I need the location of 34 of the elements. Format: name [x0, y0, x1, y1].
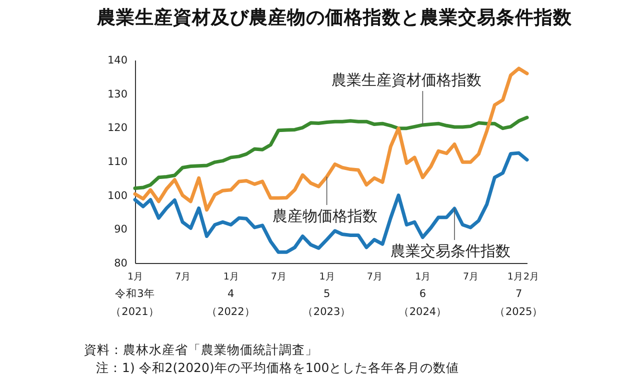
x-tick-label: 1月 — [127, 272, 144, 282]
y-tick-label: 140 — [107, 54, 128, 66]
x-tick-label: 1月 — [319, 272, 336, 282]
text: 7 — [516, 288, 522, 300]
text: 注：1) 令和2(2020)年の平均価格を100とした各年各月の数値 — [96, 360, 460, 377]
y-tick-label: 130 — [107, 88, 128, 100]
text: （2025） — [494, 306, 544, 318]
chart-title: 農業生産資材及び農産物の価格指数と農業交易条件指数 — [96, 6, 573, 28]
text: 5 — [323, 288, 330, 300]
x-tick-label: 1月 — [415, 272, 432, 282]
text: 6 — [419, 288, 426, 300]
x-tick-label: 1月 — [507, 272, 524, 282]
x-tick-label: 7月 — [175, 272, 192, 282]
y-tick-label: 120 — [107, 122, 128, 134]
y-tick-label: 80 — [114, 258, 128, 270]
text: 令和3年 — [115, 287, 155, 300]
x-tick-label: 2月 — [523, 272, 540, 282]
text: （2021） — [110, 306, 160, 318]
line-series — [133, 116, 529, 190]
text: 農業生産資材価格指数 — [332, 71, 482, 89]
x-tick-label: 1月 — [223, 272, 240, 282]
text: （2023） — [302, 306, 352, 318]
x-tick-label: 7月 — [462, 272, 480, 282]
y-tick-label: 90 — [114, 224, 128, 236]
y-tick-label: 110 — [107, 156, 128, 168]
x-tick-label: 7月 — [270, 272, 287, 282]
text: 資料：農林水産省「農業物価統計調査」 — [84, 342, 318, 359]
text: 4 — [228, 288, 235, 300]
text: （2024） — [398, 306, 448, 318]
x-tick-label: 7月 — [366, 272, 383, 282]
series-label: 農業交易条件指数 — [390, 242, 510, 260]
series-label: 農産物価格指数 — [272, 207, 378, 225]
text: （2022） — [206, 306, 256, 318]
y-tick-label: 100 — [107, 190, 128, 202]
